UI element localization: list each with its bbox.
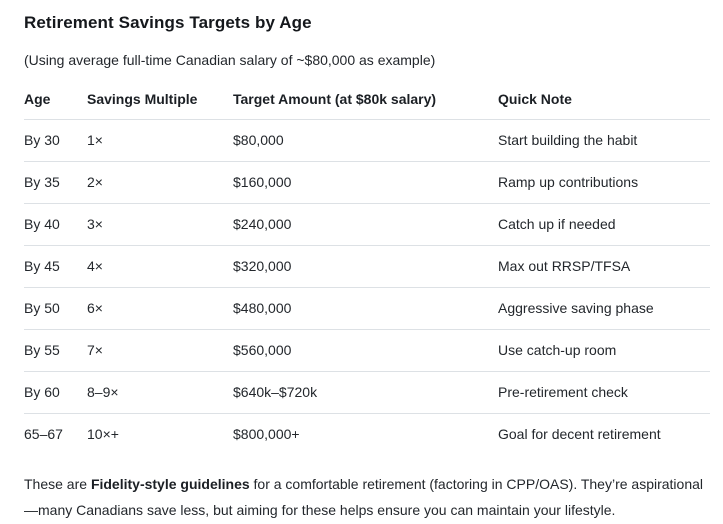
row-savings-multiple: 7×: [87, 329, 233, 372]
row-target-amount: $800,000+: [233, 426, 300, 442]
table-row: 65–67 10×+ $800,000+ Goal for decent retire…: [24, 414, 710, 456]
header-row: Age Savings Multiple Target Amount (at $…: [24, 91, 710, 120]
table-row: By 40 3× $240,000 Catch up if needed: [24, 203, 710, 246]
row-savings-multiple: 4×: [87, 245, 233, 288]
row-target-amount: $560,000: [233, 329, 498, 372]
row-quick-note: Max out RRSP/TFSA: [498, 245, 710, 288]
column-header-age: Age: [24, 91, 87, 120]
footer-text-suffix: for a comfortable retirement (factoring …: [24, 476, 704, 518]
row-quick-note: Pre-retirement check: [498, 371, 710, 414]
row-target-amount: $320,000: [233, 245, 498, 288]
table-row: By 30 1× $80,000 Start building the habit: [24, 119, 710, 162]
page-title: Retirement Savings Targets by Age: [24, 13, 312, 32]
row-quick-note: Start building the habit: [498, 119, 710, 162]
row-target-amount: $80,000: [233, 119, 498, 162]
row-target-amount: $160,000: [233, 161, 498, 204]
column-header-savings-multiple: Savings Multiple: [87, 91, 233, 120]
row-savings-multiple: 8–9×: [87, 371, 233, 414]
column-header-target-amount: Target Amount (at $80k salary): [233, 91, 498, 120]
row-age: By 50: [24, 287, 87, 330]
row-savings-multiple: 2×: [87, 161, 233, 204]
footer-note: These are Fidelity-style guidelines for …: [24, 471, 714, 523]
table-body: By 30 1× $80,000 Start building the habit By…: [24, 119, 710, 456]
table-header: Age Savings Multiple Target Amount (at $…: [24, 91, 710, 120]
row-age: By 40: [24, 203, 87, 246]
table-row: By 60 8–9× $640k–$720k Pre-retirement check: [24, 371, 710, 414]
row-quick-note: Catch up if needed: [498, 203, 710, 246]
row-target-amount: $640k–$720k: [233, 371, 498, 414]
row-quick-note: Goal for decent retirement: [498, 426, 661, 442]
column-header-quick-note: Quick Note: [498, 91, 710, 120]
row-age: By 60: [24, 371, 87, 414]
row-age: 65–67: [24, 426, 63, 442]
table-row: By 35 2× $160,000 Ramp up contributions: [24, 161, 710, 204]
footer-bold-text: Fidelity-style guidelines: [90, 476, 250, 492]
page-subtitle: (Using average full-time Canadian salary…: [24, 52, 436, 68]
row-savings-multiple: 3×: [87, 203, 233, 246]
table-row: By 50 6× $480,000 Aggressive saving phase: [24, 287, 710, 330]
row-savings-multiple: 6×: [87, 287, 233, 330]
row-quick-note: Use catch-up room: [498, 329, 710, 372]
row-age: By 30: [24, 119, 87, 162]
row-target-amount: $240,000: [233, 203, 498, 246]
row-quick-note: Aggressive saving phase: [498, 287, 710, 330]
table-row: By 55 7× $560,000 Use catch-up room: [24, 329, 710, 372]
table-row: By 45 4× $320,000 Max out RRSP/TFSA: [24, 245, 710, 288]
row-age: By 35: [24, 161, 87, 204]
row-savings-multiple: 10×+: [87, 426, 119, 442]
row-quick-note: Ramp up contributions: [498, 161, 710, 204]
row-savings-multiple: 1×: [87, 119, 233, 162]
row-age: By 55: [24, 329, 87, 372]
footer-text-prefix: These are: [24, 476, 91, 492]
row-target-amount: $480,000: [233, 287, 498, 330]
row-age: By 45: [24, 245, 87, 288]
savings-targets-table: Age Savings Multiple Target Amount (at $…: [24, 91, 710, 455]
